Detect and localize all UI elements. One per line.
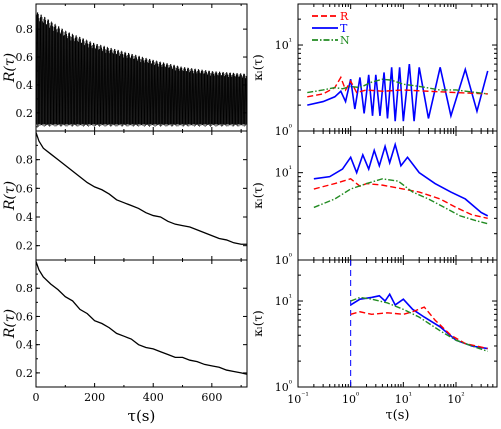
y-tick-label: 10⁰ [275, 123, 292, 138]
y-tick-label: 0.4 [16, 339, 34, 352]
y-axis-label: R(τ) [2, 309, 18, 339]
y-tick-label: 10¹ [275, 37, 292, 52]
y-tick-label: 0.4 [16, 79, 34, 92]
y-tick-label: 0.2 [16, 240, 34, 253]
legend-label-N: N [340, 34, 350, 47]
y-tick-label: 10⁰ [275, 379, 292, 394]
y-axis-label: κₗ(τ) [251, 182, 265, 208]
y-tick-label: 0.8 [16, 154, 34, 167]
x-tick-label: 10¹ [395, 391, 412, 406]
y-tick-label: 0.8 [16, 282, 34, 295]
data-series [35, 132, 247, 245]
series-N [350, 296, 488, 352]
series-T [350, 292, 488, 350]
right-panel-2: 10⁰ 10¹ [275, 130, 498, 267]
data-series [35, 12, 248, 127]
y-axis-label: R(τ) [2, 181, 18, 211]
x-axis-label: τ(s) [128, 407, 156, 425]
y-axis-label: R(τ) [2, 53, 18, 83]
y-tick-label: 0.2 [16, 367, 34, 380]
x-tick-label: 600 [201, 391, 222, 404]
y-tick-label: 0.6 [16, 310, 34, 323]
y-tick-label: 10¹ [275, 165, 292, 180]
x-tick-label: 10² [447, 391, 464, 406]
y-tick-label: 0.6 [16, 182, 34, 195]
x-tick-label: 10⁰ [342, 391, 359, 406]
x-tick-label: 0 [33, 391, 40, 404]
y-axis-label: κₗ(τ) [251, 310, 265, 336]
x-tick-label: 10⁻¹ [287, 391, 308, 406]
y-tick-label: 0.2 [16, 107, 34, 120]
x-axis-label: τ(s) [385, 408, 409, 423]
y-tick-label: 0.4 [16, 211, 34, 224]
series-T [307, 64, 489, 122]
y-tick-label: 10¹ [275, 293, 292, 308]
y-tick-label: 0.6 [16, 51, 34, 64]
plot-frame [297, 3, 498, 132]
left-panel-1 [35, 3, 248, 132]
legend-label-R: R [340, 10, 349, 23]
x-tick-label: 400 [143, 391, 164, 404]
legend-label-T: T [340, 22, 348, 35]
plot-frame [35, 130, 248, 261]
series-R [350, 306, 488, 350]
plot-frame [297, 259, 498, 388]
series-N [307, 78, 488, 95]
plot-frame [35, 259, 248, 388]
y-tick-label: 10⁰ [275, 252, 292, 267]
data-series [35, 261, 248, 375]
y-axis-label: κₗ(τ) [251, 54, 265, 80]
series-R [313, 178, 488, 220]
y-tick-label: 0.8 [16, 23, 34, 36]
series-T [313, 141, 489, 217]
right-panel-1: 10⁰ 10¹ RTN [275, 3, 498, 138]
left-panel-3 [35, 259, 248, 388]
series-N [313, 178, 488, 225]
left-panel-2 [35, 130, 248, 261]
x-tick-label: 200 [84, 391, 105, 404]
